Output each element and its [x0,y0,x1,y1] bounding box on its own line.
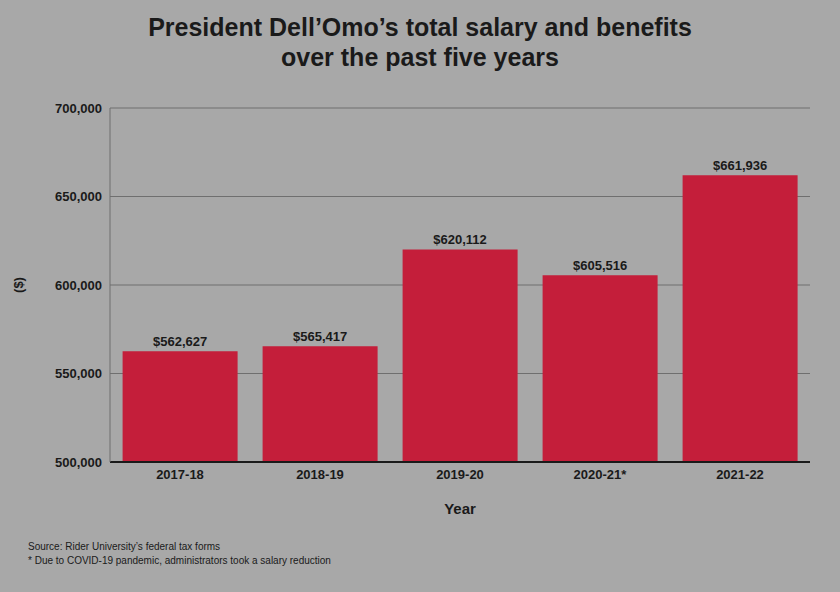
svg-text:$620,112: $620,112 [433,232,487,247]
svg-text:2019-20: 2019-20 [436,467,484,482]
svg-text:Year: Year [444,500,476,517]
svg-text:($): ($) [11,277,26,293]
html-text:President Dell’Omo’s total sal: President Dell’Omo’s total salary and be… [148,13,692,71]
svg-text:2018-19: 2018-19 [296,467,344,482]
svg-text:$562,627: $562,627 [153,334,207,349]
svg-text:2020-21*: 2020-21* [574,467,628,482]
svg-text:650,000: 650,000 [55,189,102,204]
svg-text:2017-18: 2017-18 [156,467,204,482]
html-text:Source: Rider University’s fed: Source: Rider University’s federal tax f… [28,541,221,552]
svg-text:700,000: 700,000 [55,101,102,116]
svg-text:500,000: 500,000 [55,455,102,470]
svg-text:$661,936: $661,936 [713,158,767,173]
svg-text:$605,516: $605,516 [573,258,627,273]
svg-text:600,000: 600,000 [55,278,102,293]
svg-text:$565,417: $565,417 [293,329,347,344]
svg-text:550,000: 550,000 [55,366,102,381]
svg-text:2021-22: 2021-22 [716,467,764,482]
html-text:* Due to COVID-19 pandemic, ad: * Due to COVID-19 pandemic, administrato… [28,555,331,566]
